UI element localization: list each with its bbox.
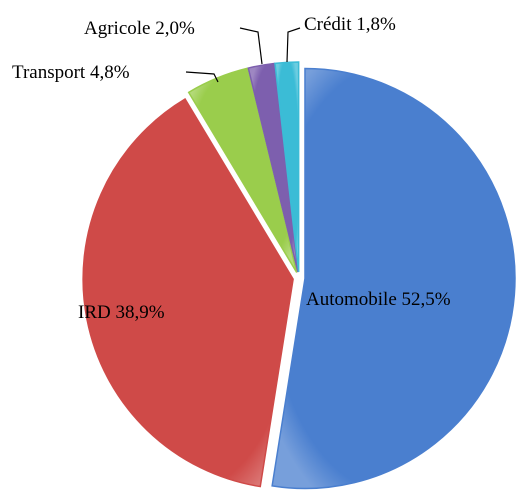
category-label: Transport xyxy=(12,62,86,83)
pie xyxy=(82,61,516,490)
slice-label: Agricole 2,0% xyxy=(84,18,195,39)
slice xyxy=(271,67,516,490)
leader-line xyxy=(239,27,263,65)
value-label: 4,8% xyxy=(90,62,130,83)
slice xyxy=(187,67,298,273)
category-label: Agricole xyxy=(84,18,150,39)
slice-label: Crédit 1,8% xyxy=(304,14,396,35)
value-label: 1,8% xyxy=(356,14,396,35)
value-label: 52,5% xyxy=(402,289,451,310)
slice xyxy=(274,61,300,273)
value-label: 38,9% xyxy=(115,302,164,323)
slice-label: IRD 38,9% xyxy=(78,302,165,323)
slice-label: Automobile 52,5% xyxy=(306,289,451,310)
slice xyxy=(82,98,294,488)
labels: Automobile 52,5% IRD 38,9% Transport 4,8% A… xyxy=(12,14,451,323)
leader-line xyxy=(185,71,219,83)
category-label: IRD xyxy=(78,302,111,323)
value-label: 2,0% xyxy=(155,18,195,39)
leader-line xyxy=(286,27,301,63)
category-label: Crédit xyxy=(304,14,352,35)
slice-label: Transport 4,8% xyxy=(12,62,130,83)
category-label: Automobile xyxy=(306,289,397,310)
